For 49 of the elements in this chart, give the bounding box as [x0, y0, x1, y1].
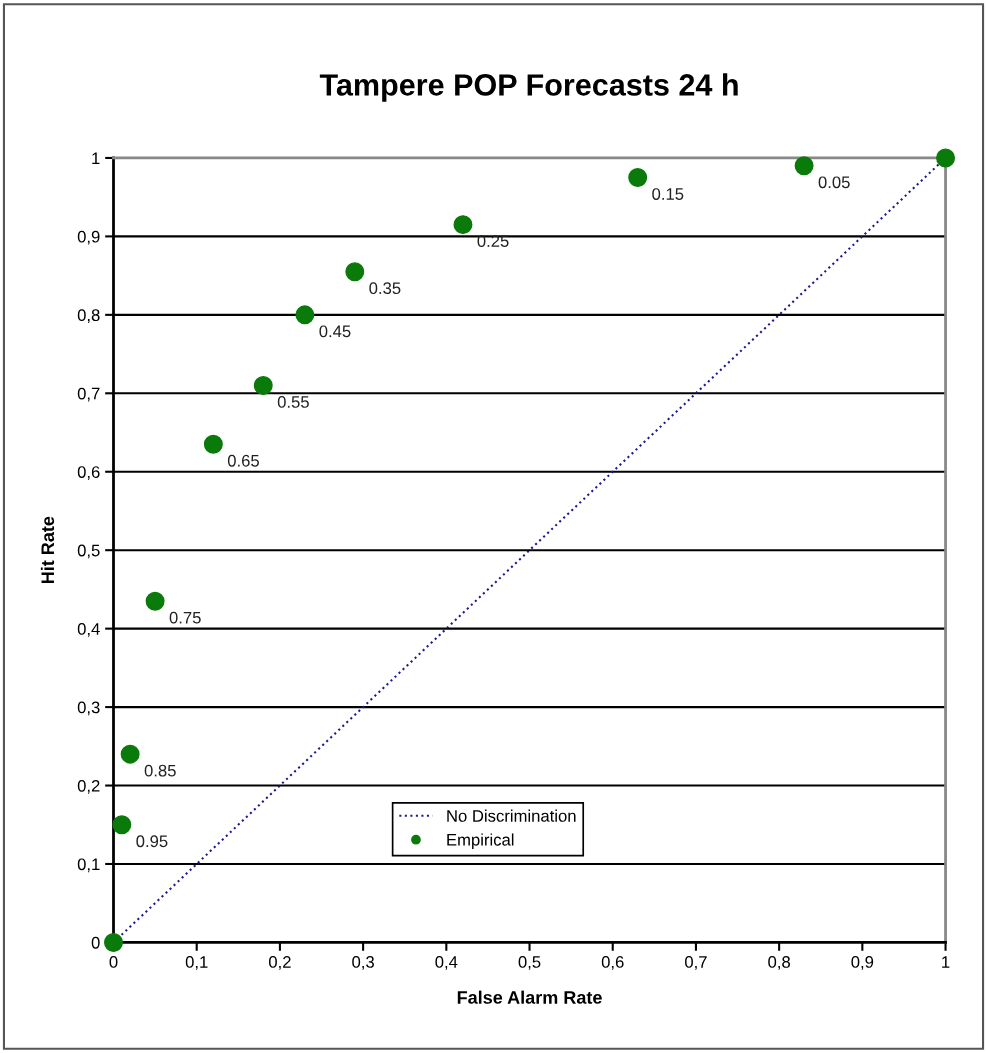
y-tick-label: 0,5 [77, 544, 100, 559]
point [145, 591, 165, 611]
x-axis-title: False Alarm Rate [457, 990, 602, 1004]
x-tick-label: 1 [942, 956, 950, 968]
y-axis-title: Hit Rate [40, 516, 55, 584]
point [794, 156, 814, 176]
y-tick-label: 0,6 [77, 466, 100, 480]
annotation: 0.85 [144, 764, 176, 777]
legend-label: No Discrimination [447, 809, 576, 822]
x-tick-label: 0,9 [851, 956, 874, 970]
point [295, 305, 315, 325]
y-tick-label: 0,3 [77, 701, 100, 716]
annotation: 0.25 [477, 235, 509, 248]
x-tick-label: 0,6 [601, 956, 624, 970]
point [345, 262, 365, 282]
y-tick-label: 0,2 [77, 779, 100, 794]
point [253, 375, 273, 395]
annotation: 0.95 [136, 835, 168, 848]
x-tick-label: 0,7 [685, 956, 707, 970]
annotation: 0.45 [319, 325, 351, 338]
point [203, 434, 223, 454]
y-tick-label: 0,4 [77, 623, 100, 637]
y-tick-label: 0,1 [77, 858, 100, 873]
chart-title: Tampere POP Forecasts 24 h [319, 73, 738, 102]
y-tick-label: 1 [92, 152, 100, 164]
point [628, 168, 648, 188]
x-tick-label: 0,5 [518, 956, 541, 970]
point [104, 932, 123, 952]
annotation: 0.35 [369, 282, 401, 295]
annotation: 0.75 [169, 611, 201, 624]
y-tick-label: 0,9 [77, 230, 100, 245]
point [120, 744, 140, 764]
x-tick-label: 0,3 [352, 956, 374, 970]
y-tick-label: 0,7 [77, 387, 100, 402]
annotation: 0.05 [818, 176, 850, 189]
x-tick-label: 0,8 [768, 956, 790, 970]
x-tick-label: 0,4 [435, 956, 458, 970]
y-tick-label: 0 [91, 936, 100, 949]
annotation: 0.55 [277, 396, 309, 408]
annotation: 0.15 [652, 188, 684, 200]
y-tick-label: 0,8 [77, 309, 100, 324]
x-tick-label: 0,2 [268, 956, 291, 970]
x-tick-label: 0 [109, 956, 118, 968]
x-tick-label: 0,1 [185, 956, 208, 970]
point [112, 815, 132, 835]
legend-label: Empirical [447, 833, 514, 849]
point [453, 215, 473, 235]
annotation: 0.65 [227, 454, 259, 467]
point [936, 148, 956, 168]
